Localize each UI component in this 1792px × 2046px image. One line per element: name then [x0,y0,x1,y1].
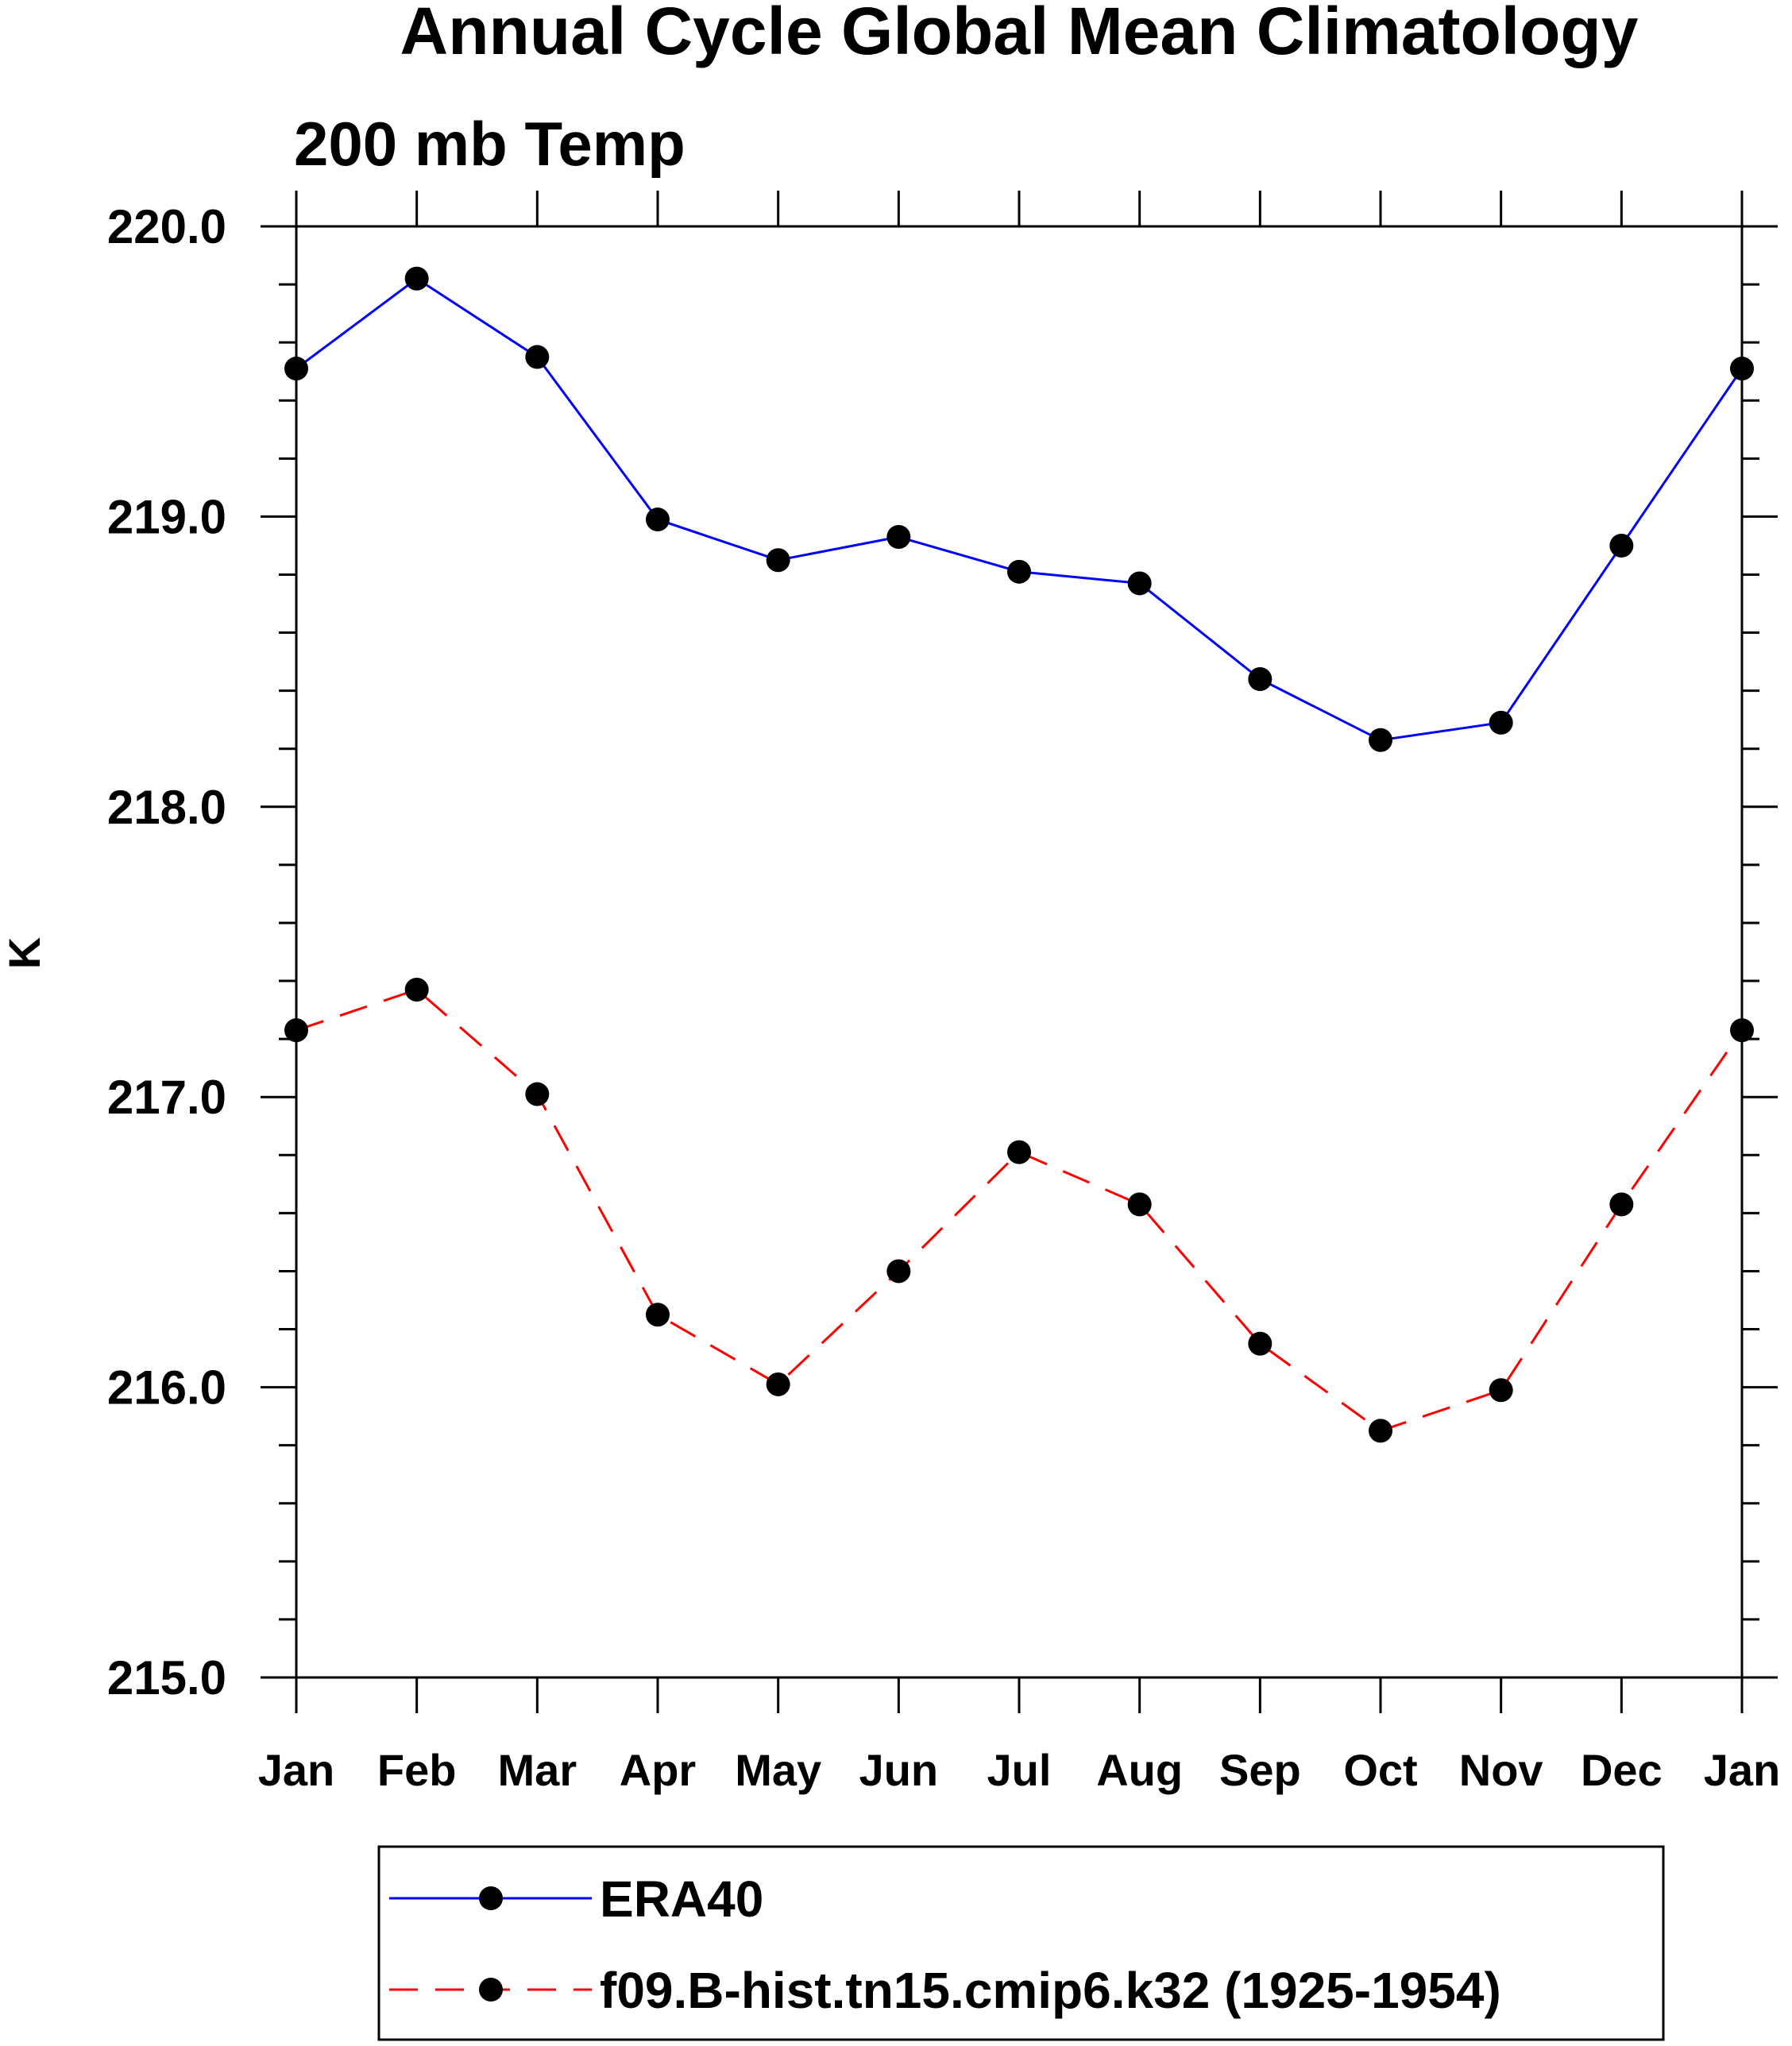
chart-title: Annual Cycle Global Mean Climatology [400,0,1639,68]
legend-label-era40: ERA40 [600,1870,763,1928]
data-point-model [1127,1192,1152,1217]
x-tick-label: May [735,1745,821,1795]
x-tick-label: Jul [987,1745,1052,1795]
data-point-era40 [1127,571,1152,596]
data-point-model [284,1018,308,1043]
x-tick-label: Sep [1219,1745,1301,1795]
y-axis-label: K [0,937,49,969]
x-tick-label: Nov [1459,1745,1543,1795]
data-point-era40 [284,357,308,381]
x-tick-label: Apr [620,1745,696,1795]
legend-label-model: f09.B-hist.tn15.cmip6.k32 (1925-1954) [600,1962,1501,2019]
legend: ERA40 f09.B-hist.tn15.cmip6.k32 (1925-19… [377,1845,1665,2041]
x-tick-label: Jun [859,1745,939,1795]
data-point-era40 [525,345,550,369]
legend-marker-model [479,1978,503,2002]
data-point-model [1730,1018,1754,1043]
x-tick-label: Jan [258,1745,335,1795]
legend-box [377,1845,1665,2041]
data-point-era40 [1609,533,1634,558]
data-point-model [1248,1331,1273,1356]
data-point-model [525,1082,550,1106]
data-point-model [766,1372,790,1396]
data-point-era40 [1007,559,1031,584]
data-point-era40 [886,524,911,549]
plot-area: Jan Feb Mar Apr May Jun Jul Aug Sep Oct Nov Dec Jan 2… [107,191,1780,1795]
x-tick-label: Mar [498,1745,577,1795]
x-tick-label: Aug [1096,1745,1183,1795]
x-tick-label: Jan [1704,1745,1781,1795]
x-tick-label: Feb [377,1745,457,1795]
data-point-model [1369,1419,1392,1443]
data-point-model [404,978,429,1002]
data-point-model [1609,1192,1634,1217]
y-tick-label: 218.0 [107,781,226,834]
y-tick-label: 219.0 [107,490,226,543]
data-point-model [646,1303,670,1327]
chart-subtitle: 200 mb Temp [294,109,686,179]
data-point-era40 [646,508,670,532]
data-point-era40 [1730,357,1754,381]
y-tick-label: 215.0 [107,1651,226,1704]
x-tick-label: Dec [1581,1745,1663,1795]
data-point-model [886,1259,911,1284]
legend-marker-era40 [479,1886,503,1910]
x-tick-label: Oct [1343,1745,1417,1795]
data-point-era40 [1369,728,1392,752]
y-tick-label: 220.0 [107,200,226,253]
data-point-model [1489,1378,1513,1403]
y-tick-label: 216.0 [107,1361,226,1415]
y-tick-label: 217.0 [107,1071,226,1124]
data-point-model [1007,1140,1031,1164]
data-point-era40 [766,548,790,573]
data-point-era40 [1248,667,1273,692]
data-point-era40 [404,266,429,291]
data-point-era40 [1489,710,1513,735]
